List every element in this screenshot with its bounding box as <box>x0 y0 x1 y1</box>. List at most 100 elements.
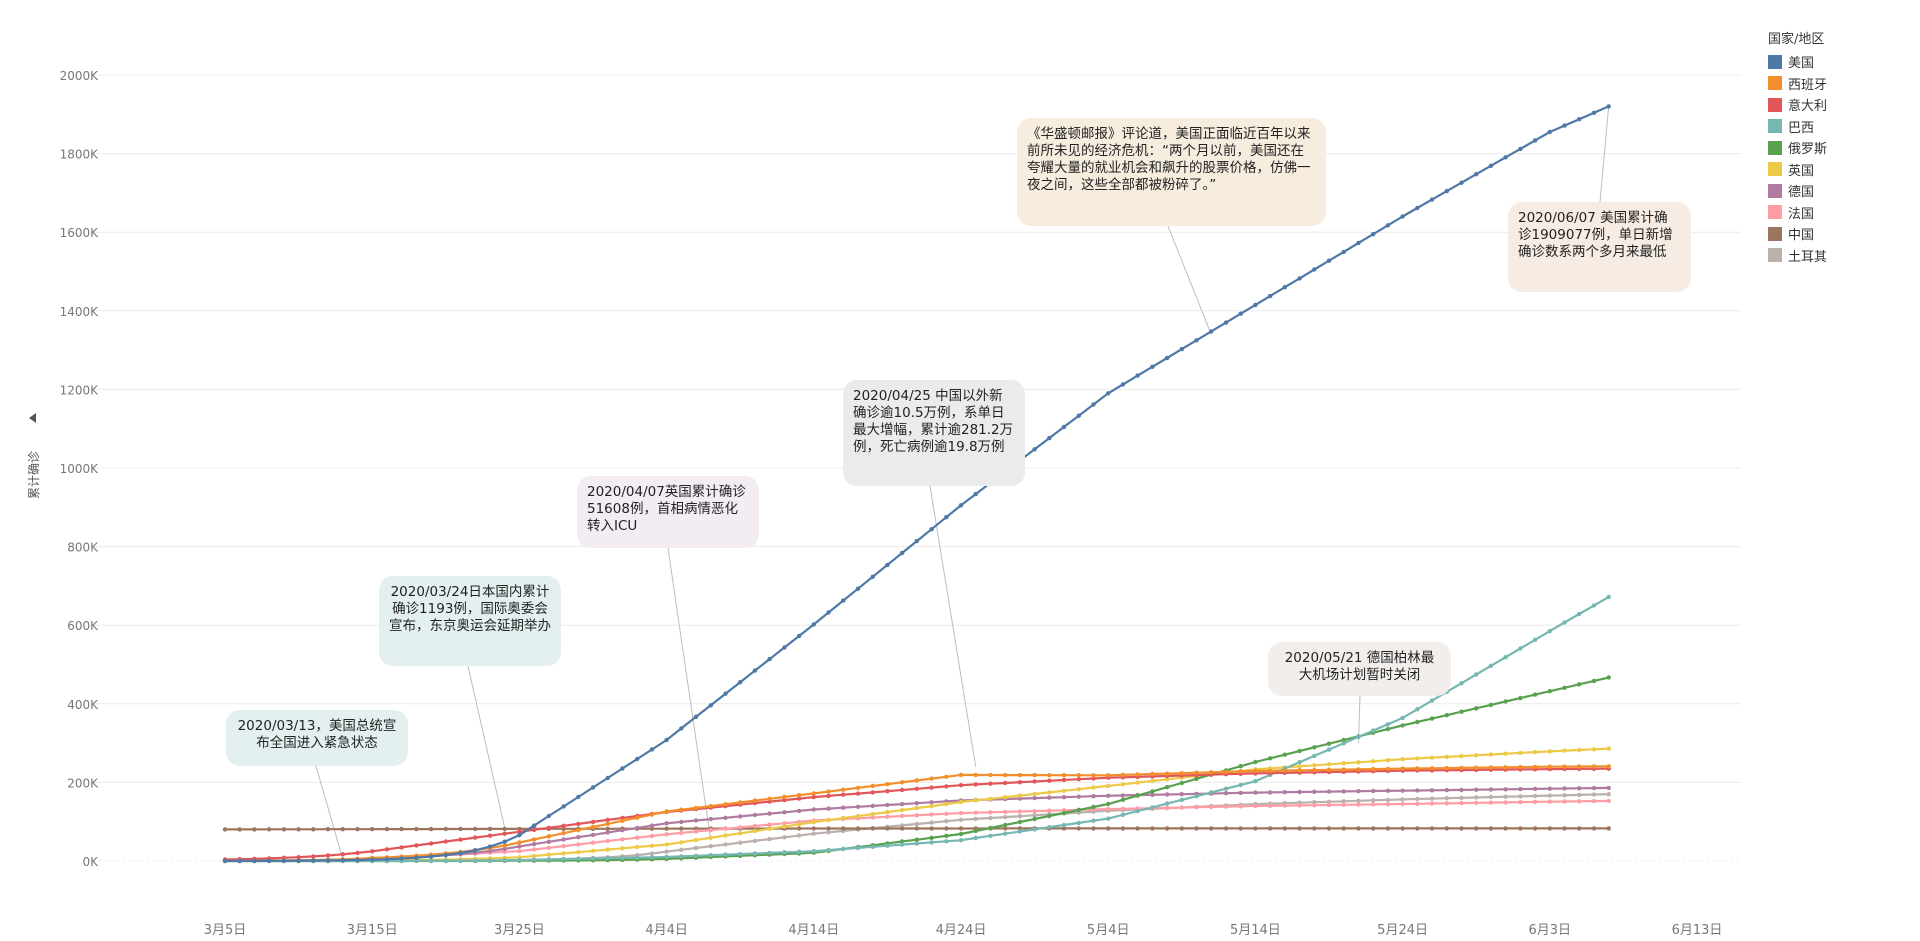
data-point[interactable] <box>267 858 272 863</box>
data-point[interactable] <box>1341 741 1346 746</box>
data-point[interactable] <box>384 857 390 862</box>
data-point[interactable] <box>1003 822 1008 828</box>
data-point[interactable] <box>1400 826 1405 831</box>
data-point[interactable] <box>811 849 816 854</box>
data-point[interactable] <box>1341 799 1346 804</box>
data-point[interactable] <box>399 826 404 832</box>
data-point[interactable] <box>605 856 610 861</box>
data-point[interactable] <box>1488 163 1494 168</box>
data-point[interactable] <box>1091 794 1096 799</box>
data-point[interactable] <box>1385 826 1391 831</box>
data-point[interactable] <box>1459 681 1464 686</box>
data-point[interactable] <box>1341 249 1346 255</box>
data-point[interactable] <box>1385 758 1391 763</box>
legend-item[interactable]: 俄罗斯 <box>1768 137 1827 159</box>
data-point[interactable] <box>1444 754 1450 760</box>
data-point[interactable] <box>237 827 242 832</box>
data-point[interactable] <box>1547 764 1553 769</box>
data-point[interactable] <box>1532 764 1538 770</box>
data-point[interactable] <box>531 827 537 832</box>
data-point[interactable] <box>531 853 537 859</box>
data-point[interactable] <box>929 812 934 817</box>
data-point[interactable] <box>1444 713 1450 718</box>
data-point[interactable] <box>1282 768 1288 773</box>
data-point[interactable] <box>1164 801 1170 806</box>
data-point[interactable] <box>311 858 316 863</box>
data-point[interactable] <box>767 811 772 816</box>
data-point[interactable] <box>1091 402 1096 407</box>
data-point[interactable] <box>222 827 228 832</box>
data-point[interactable] <box>1532 749 1538 755</box>
data-point[interactable] <box>988 772 993 778</box>
data-point[interactable] <box>1120 772 1126 778</box>
data-point[interactable] <box>1532 138 1538 143</box>
data-point[interactable] <box>1091 785 1096 790</box>
data-point[interactable] <box>1017 814 1023 819</box>
data-point[interactable] <box>1385 223 1391 228</box>
data-point[interactable] <box>1135 826 1140 831</box>
data-point[interactable] <box>1606 594 1611 600</box>
data-point[interactable] <box>1577 826 1582 831</box>
data-point[interactable] <box>811 794 816 800</box>
data-point[interactable] <box>1326 799 1332 804</box>
data-point[interactable] <box>649 855 655 860</box>
data-point[interactable] <box>649 823 655 828</box>
data-point[interactable] <box>252 827 257 832</box>
data-point[interactable] <box>1341 767 1346 772</box>
data-point[interactable] <box>1606 675 1611 680</box>
data-point[interactable] <box>1518 646 1523 651</box>
data-point[interactable] <box>546 852 551 857</box>
data-point[interactable] <box>1106 816 1111 821</box>
data-point[interactable] <box>1076 826 1082 831</box>
data-point[interactable] <box>826 789 831 794</box>
data-point[interactable] <box>1003 795 1008 800</box>
data-point[interactable] <box>914 837 919 842</box>
data-point[interactable] <box>1356 798 1361 803</box>
data-point[interactable] <box>1400 766 1405 771</box>
data-point[interactable] <box>1150 771 1155 777</box>
data-point[interactable] <box>914 801 919 806</box>
data-point[interactable] <box>1474 753 1479 758</box>
data-point[interactable] <box>590 824 596 830</box>
data-point[interactable] <box>1120 797 1126 802</box>
data-point[interactable] <box>325 853 331 858</box>
data-point[interactable] <box>1253 826 1258 831</box>
data-point[interactable] <box>1562 620 1567 625</box>
data-point[interactable] <box>708 703 713 708</box>
data-point[interactable] <box>325 858 331 863</box>
data-point[interactable] <box>605 821 610 827</box>
data-point[interactable] <box>1209 329 1214 334</box>
data-point[interactable] <box>679 847 684 852</box>
data-point[interactable] <box>590 819 596 825</box>
data-point[interactable] <box>752 823 758 829</box>
data-point[interactable] <box>738 680 743 685</box>
data-point[interactable] <box>841 846 846 852</box>
data-point[interactable] <box>1400 723 1405 728</box>
data-point[interactable] <box>929 800 934 805</box>
data-point[interactable] <box>1356 240 1361 246</box>
data-point[interactable] <box>1429 796 1435 801</box>
data-point[interactable] <box>767 656 772 662</box>
data-point[interactable] <box>1297 789 1302 795</box>
data-point[interactable] <box>811 819 816 825</box>
data-point[interactable] <box>1385 766 1391 772</box>
data-point[interactable] <box>1547 826 1553 831</box>
data-point[interactable] <box>1562 764 1567 769</box>
data-point[interactable] <box>885 843 890 848</box>
data-point[interactable] <box>1091 773 1096 778</box>
data-point[interactable] <box>458 837 463 842</box>
data-point[interactable] <box>1312 763 1317 768</box>
data-point[interactable] <box>679 819 684 825</box>
data-point[interactable] <box>487 826 493 832</box>
data-point[interactable] <box>1371 826 1376 831</box>
data-point[interactable] <box>870 783 875 789</box>
data-point[interactable] <box>973 816 978 822</box>
data-point[interactable] <box>1106 391 1111 396</box>
data-point[interactable] <box>502 831 507 836</box>
data-point[interactable] <box>1032 772 1037 778</box>
data-point[interactable] <box>885 782 890 787</box>
data-point[interactable] <box>1032 808 1037 814</box>
data-point[interactable] <box>855 845 861 851</box>
data-point[interactable] <box>1518 764 1523 770</box>
data-point[interactable] <box>1061 822 1067 828</box>
